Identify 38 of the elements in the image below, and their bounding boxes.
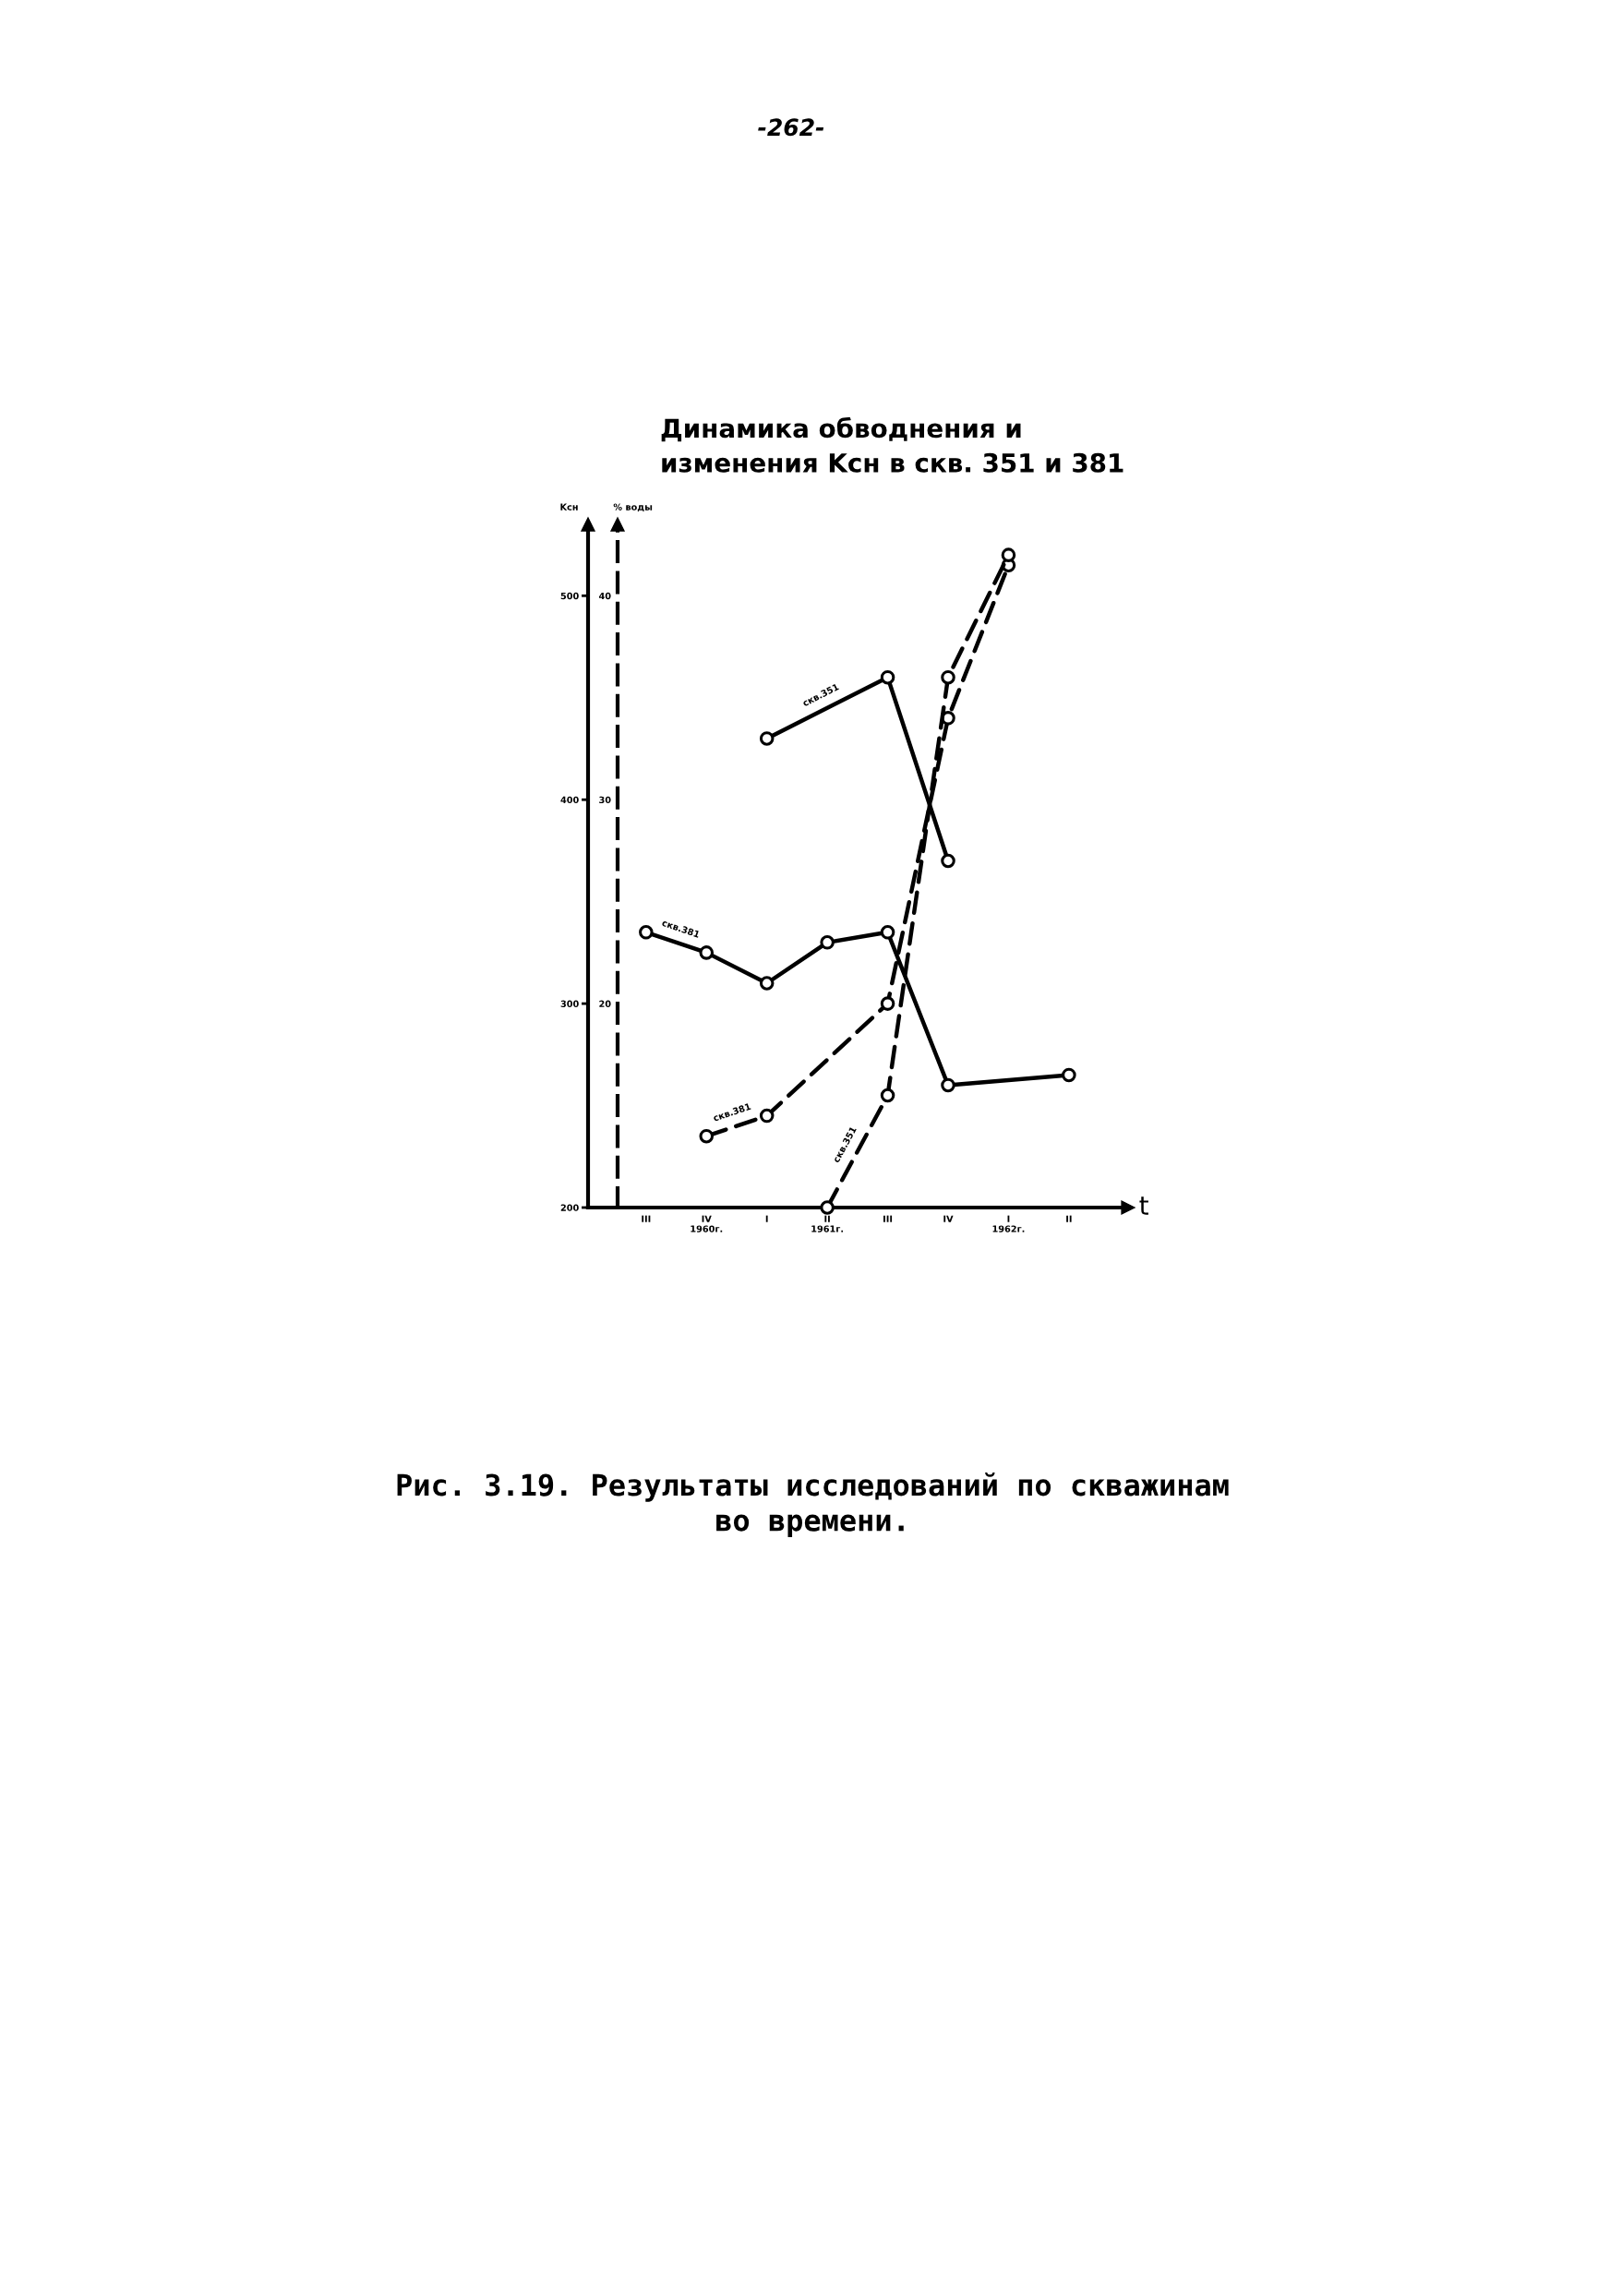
text: Рис. 3.19. Результаты исследований по скважинам во времени. [397,1473,1229,1537]
x-tick-label: I 1962г. [992,1215,1025,1232]
y2-tick-label: 40 [598,592,611,600]
point [759,976,775,991]
point [639,925,654,940]
x-tick-label: IV 1960г. [691,1215,723,1232]
y2-tick-label: 20 [599,1000,611,1007]
chart-title: Динамика обводнения и изменения Kсн в скв. 351 и 381 [661,416,1123,473]
point [880,1088,895,1103]
y2-axis-title: % воды [613,503,653,511]
x-tick-label: III [883,1215,893,1222]
point [1062,1067,1076,1083]
y2-tick-label: 30 [599,796,611,804]
y-axis-title: Kсн [560,503,578,511]
x-tick-label: II [1066,1215,1072,1222]
x-tick-label: II 1961г. [811,1215,844,1232]
x-tick-label: III [642,1215,651,1222]
point [941,853,955,869]
y-tick-label: 400 [560,796,579,804]
x-tick-label: I [765,1215,768,1222]
point [941,1077,955,1093]
x-axis-title: t [1139,1196,1148,1215]
point [880,925,895,940]
point [759,731,775,746]
y-tick-label: 500 [560,592,579,600]
point [699,1128,715,1144]
point [880,996,895,1011]
y-tick-label: 300 [560,1000,579,1007]
point [1001,547,1016,562]
point [880,669,895,685]
point [699,945,715,960]
point [941,669,955,685]
x-tick-label: IV [943,1215,954,1222]
text: -262- [758,118,824,137]
point [820,1200,835,1215]
y-tick-label: 200 [560,1204,579,1211]
point [820,935,835,950]
point [759,1108,775,1124]
